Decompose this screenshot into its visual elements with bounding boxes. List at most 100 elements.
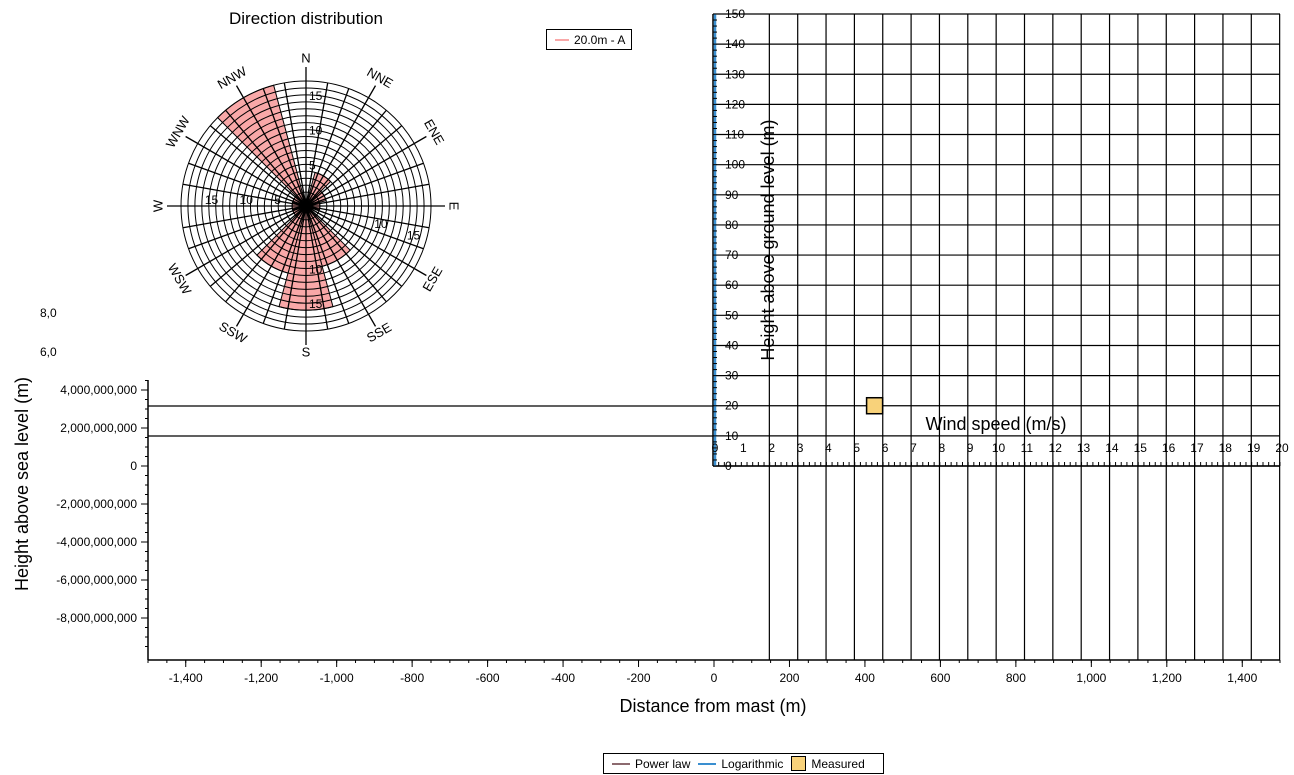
wind-x-axis-label: Wind speed (m/s) bbox=[925, 414, 1066, 434]
wind-x-tick-label: 9 bbox=[967, 441, 974, 455]
rose-ring-label: 5 bbox=[309, 158, 316, 172]
wind-y-tick-label: 80 bbox=[725, 218, 739, 232]
rose-direction-label-ene: ENE bbox=[421, 117, 448, 148]
rose-spoke bbox=[305, 88, 350, 207]
terrain-x-tick-label: -1,400 bbox=[169, 671, 203, 685]
rose-direction-label-nnw: NNW bbox=[215, 63, 250, 92]
rose-spoke bbox=[305, 205, 430, 229]
wind-y-axis-label: Height above ground level (m) bbox=[758, 119, 778, 360]
rose-spoke bbox=[209, 205, 307, 287]
wind-x-tick-label: 8 bbox=[938, 441, 945, 455]
terrain-x-tick-label: 800 bbox=[1006, 671, 1026, 685]
rose-spoke bbox=[305, 183, 430, 207]
rose-ring-label: 10 bbox=[309, 262, 323, 276]
terrain-x-tick-label: -200 bbox=[627, 671, 651, 685]
measured-label: Measured bbox=[811, 756, 865, 771]
power-law-swatch bbox=[612, 762, 630, 765]
terrain-x-tick-label: 1,200 bbox=[1152, 671, 1182, 685]
measured-point bbox=[865, 396, 884, 415]
wind-x-tick-label: 0 bbox=[712, 441, 719, 455]
wind-y-tick-label: 150 bbox=[725, 7, 745, 21]
logarithmic-swatch bbox=[698, 762, 717, 765]
wind-y-tick-label: 130 bbox=[725, 67, 745, 81]
rose-spoke bbox=[305, 135, 427, 207]
rose-spoke bbox=[185, 135, 307, 207]
terrain-y-tick-label: -8,000,000,000 bbox=[56, 611, 137, 625]
rose-ring-label: 10 bbox=[309, 124, 323, 138]
wind-y-tick-label: 100 bbox=[725, 158, 745, 172]
rose-spoke bbox=[182, 205, 307, 229]
wind-x-tick-label: 16 bbox=[1162, 441, 1176, 455]
wind-x-tick-label: 14 bbox=[1105, 441, 1119, 455]
terrain-x-tick-label: 600 bbox=[930, 671, 950, 685]
rose-direction-label-n: N bbox=[301, 50, 310, 65]
rose-title: Direction distribution bbox=[229, 9, 383, 28]
wind-x-tick-label: 13 bbox=[1077, 441, 1091, 455]
wind-y-tick-label: 120 bbox=[725, 97, 745, 111]
wind-y-tick-label: 10 bbox=[725, 429, 739, 443]
wind-y-tick-label: 40 bbox=[725, 338, 739, 352]
rose-direction-label-w: W bbox=[150, 199, 165, 212]
rose-spoke bbox=[305, 205, 427, 277]
wind-x-tick-label: 6 bbox=[882, 441, 889, 455]
rose-ring-label: 15 bbox=[309, 297, 323, 311]
terrain-x-tick-label: 200 bbox=[779, 671, 799, 685]
rose-spoke bbox=[182, 183, 307, 207]
rose-spoke bbox=[283, 82, 307, 207]
rose-direction-label-sse: SSE bbox=[364, 319, 394, 345]
wind-y-tick-label: 50 bbox=[725, 308, 739, 322]
rose-ring-label: 15 bbox=[407, 229, 421, 243]
rose-spoke bbox=[188, 162, 307, 207]
terrain-y-tick-label: -2,000,000,000 bbox=[56, 497, 137, 511]
wind-y-tick-label: 20 bbox=[725, 399, 739, 413]
wind-x-tick-label: 12 bbox=[1049, 441, 1063, 455]
wind-x-tick-label: 3 bbox=[797, 441, 804, 455]
wind-x-tick-label: 2 bbox=[768, 441, 775, 455]
wind-x-tick-label: 5 bbox=[853, 441, 860, 455]
rose-legend-label: 20.0m - A bbox=[574, 32, 626, 47]
rose-spoke bbox=[305, 109, 387, 207]
wind-y-tick-label: 140 bbox=[725, 37, 745, 51]
wind-x-tick-label: 10 bbox=[992, 441, 1006, 455]
wind-x-tick-label: 15 bbox=[1134, 441, 1148, 455]
terrain-y-tick-label: 0 bbox=[130, 459, 137, 473]
clipped-tick-label-second: 6,0 bbox=[40, 345, 57, 359]
rose-ring-label: 15 bbox=[309, 89, 323, 103]
rose-spoke bbox=[305, 205, 424, 250]
rose-spoke bbox=[305, 205, 387, 303]
terrain-y-tick-label: 4,000,000,000 bbox=[60, 383, 137, 397]
rose-spoke bbox=[209, 125, 307, 207]
terrain-x-tick-label: 1,000 bbox=[1076, 671, 1106, 685]
rose-ring-label: 5 bbox=[274, 193, 281, 207]
rose-spoke bbox=[235, 205, 307, 327]
terrain-y-tick-label: -6,000,000,000 bbox=[56, 573, 137, 587]
rose-spoke bbox=[305, 205, 350, 324]
wind-x-tick-label: 7 bbox=[910, 441, 917, 455]
terrain-y-tick-label: -4,000,000,000 bbox=[56, 535, 137, 549]
terrain-x-tick-label: 400 bbox=[855, 671, 875, 685]
rose-spoke bbox=[305, 85, 377, 207]
rose-direction-label-wsw: WSW bbox=[165, 261, 195, 298]
wind-y-tick-label: 30 bbox=[725, 369, 739, 383]
rose-spoke bbox=[305, 162, 424, 207]
terrain-y-tick-label: 2,000,000,000 bbox=[60, 421, 137, 435]
rose-spoke bbox=[305, 205, 329, 330]
rose-ring-label: 15 bbox=[205, 193, 219, 207]
rose-ring-label: 10 bbox=[240, 193, 254, 207]
rose-legend: 20.0m - A bbox=[546, 29, 633, 50]
rose-ring-label: 10 bbox=[374, 217, 388, 231]
rose-spoke bbox=[262, 88, 307, 207]
rose-spoke bbox=[188, 205, 307, 250]
rose-direction-label-ssw: SSW bbox=[216, 318, 250, 346]
rose-spoke bbox=[235, 85, 307, 207]
bottom-legend: Power law Logarithmic Measured bbox=[603, 753, 884, 774]
rose-direction-label-ese: ESE bbox=[419, 264, 445, 294]
wind-x-tick-label: 4 bbox=[825, 441, 832, 455]
wind-y-tick-label: 60 bbox=[725, 278, 739, 292]
wind-y-tick-label: 90 bbox=[725, 188, 739, 202]
rose-spoke bbox=[283, 205, 307, 330]
wind-y-tick-label: 0 bbox=[725, 459, 732, 473]
terrain-y-axis-label: Height above sea level (m) bbox=[12, 377, 32, 591]
